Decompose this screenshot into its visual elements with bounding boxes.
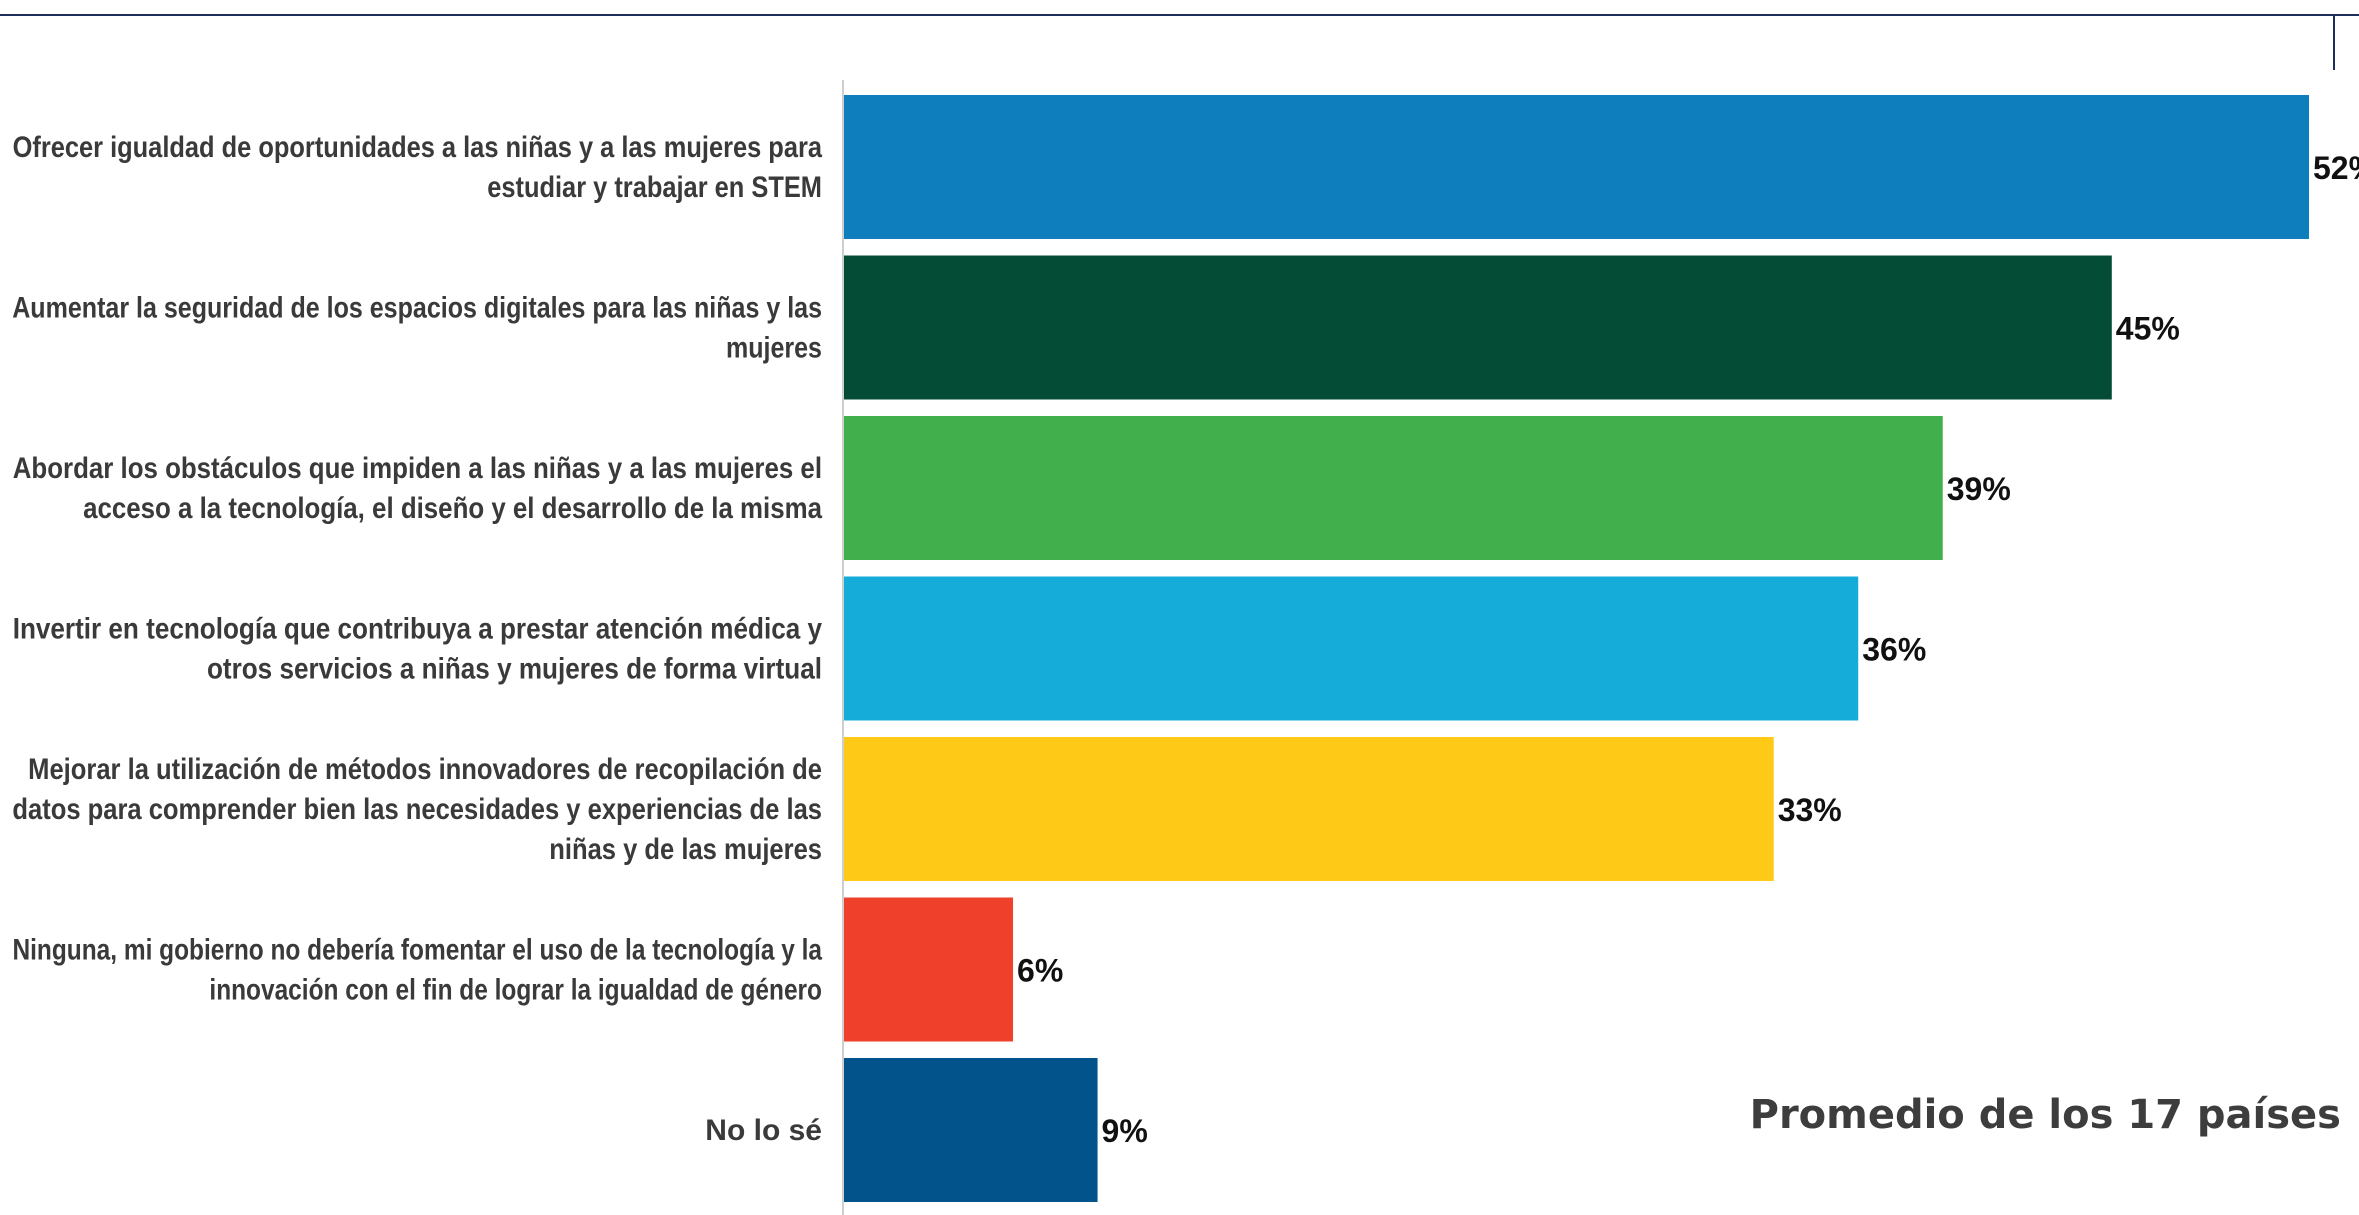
category-label-line: Mejorar la utilización de métodos innova… [28,752,822,785]
bar-2 [844,255,2112,400]
value-labels-group: 52% 45% 39% 36% 33% 6% 9% [1017,150,2359,1149]
category-label-line: Ninguna, mi gobierno no debería fomentar… [12,932,822,966]
bar-7 [844,1058,1098,1202]
category-label-line: datos para comprender bien las necesidad… [12,792,822,825]
chart-frame [0,14,2359,1215]
category-label-6: Ninguna, mi gobierno no debería fomentar… [12,932,822,1006]
category-labels-group: Ofrecer igualdad de oportunidades a las … [12,130,822,1147]
bar-1 [844,95,2309,239]
category-label-7: No lo sé [705,1114,822,1147]
category-label-5: Mejorar la utilización de métodos innova… [12,752,822,865]
category-label-line: Abordar los obstáculos que impiden a las… [13,451,822,484]
value-label-3: 39% [1947,471,2011,507]
value-label-7: 9% [1102,1113,1148,1149]
bar-3 [844,416,1943,560]
value-label-1: 52% [2313,150,2359,186]
category-label-line: Invertir en tecnología que contribuya a … [13,612,823,645]
bar-4 [844,576,1859,721]
category-label-4: Invertir en tecnología que contribuya a … [13,612,823,685]
category-label-line: estudiar y trabajar en STEM [487,170,822,203]
category-label-3: Abordar los obstáculos que impiden a las… [13,451,823,524]
value-label-6: 6% [1017,953,1063,989]
category-label-line: mujeres [726,330,822,364]
bars-group [844,95,2309,1202]
category-label-line: otros servicios a niñas y mujeres de for… [207,652,822,685]
value-label-4: 36% [1862,632,1926,668]
category-label-line: Aumentar la seguridad de los espacios di… [12,290,822,324]
category-label-line: Ofrecer igualdad de oportunidades a las … [13,130,823,163]
category-label-line: No lo sé [705,1114,822,1147]
bar-6 [844,897,1014,1042]
average-note: Promedio de los 17 países [1749,1092,2341,1138]
category-label-line: innovación con el fin de lograr la igual… [209,972,822,1006]
value-label-5: 33% [1778,792,1842,828]
bar-5 [844,737,1774,881]
category-label-line: niñas y de las mujeres [549,832,822,865]
category-label-line: acceso a la tecnología, el diseño y el d… [83,491,822,524]
category-label-2: Aumentar la seguridad de los espacios di… [12,290,822,364]
value-label-2: 45% [2116,311,2180,347]
category-label-1: Ofrecer igualdad de oportunidades a las … [13,130,823,203]
